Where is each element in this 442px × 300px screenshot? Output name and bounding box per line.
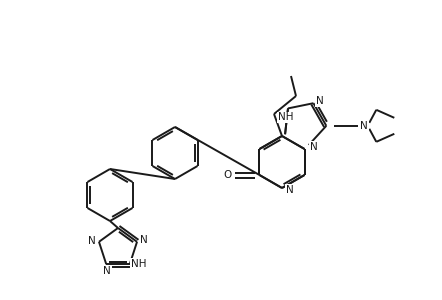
Text: NH: NH: [278, 112, 294, 122]
Text: N: N: [88, 236, 96, 246]
Text: N: N: [140, 235, 148, 245]
Text: N: N: [316, 96, 324, 106]
Text: O: O: [223, 170, 232, 180]
Text: N: N: [103, 266, 111, 276]
Text: N: N: [310, 142, 317, 152]
Text: NH: NH: [131, 259, 146, 269]
Text: N: N: [360, 121, 368, 131]
Text: N: N: [286, 185, 294, 195]
